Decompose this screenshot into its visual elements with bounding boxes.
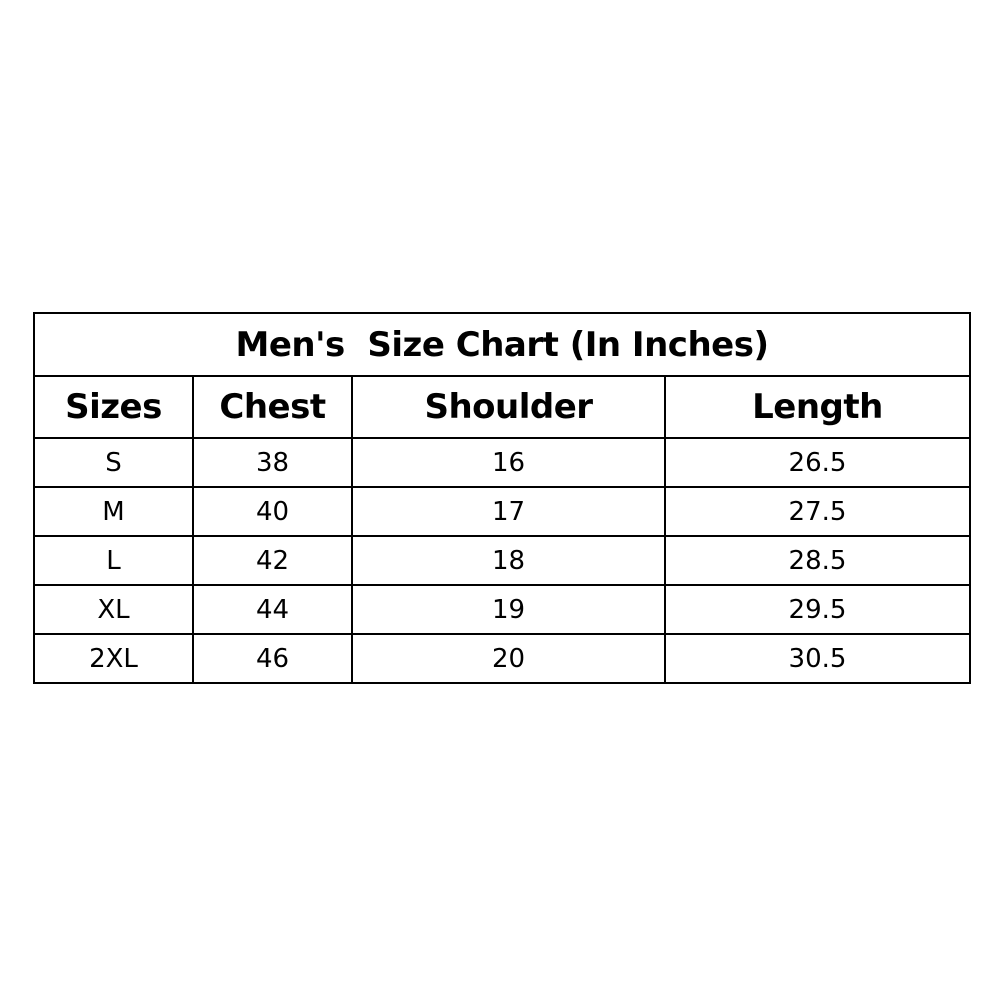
cell-chest: 46 — [192, 633, 353, 684]
cell-size: L — [33, 535, 194, 586]
cell-shoulder: 18 — [351, 535, 666, 586]
cell-size: M — [33, 486, 194, 537]
table-row: XL 44 19 29.5 — [33, 584, 971, 635]
cell-length: 27.5 — [664, 486, 971, 537]
cell-chest: 38 — [192, 437, 353, 488]
cell-length: 26.5 — [664, 437, 971, 488]
cell-size: 2XL — [33, 633, 194, 684]
header-length: Length — [664, 375, 971, 439]
cell-length: 28.5 — [664, 535, 971, 586]
cell-chest: 40 — [192, 486, 353, 537]
header-shoulder: Shoulder — [351, 375, 666, 439]
cell-shoulder: 19 — [351, 584, 666, 635]
cell-size: XL — [33, 584, 194, 635]
table-row: 2XL 46 20 30.5 — [33, 633, 971, 684]
size-chart-table: Men's Size Chart (In Inches) Sizes Chest… — [33, 312, 971, 684]
cell-length: 29.5 — [664, 584, 971, 635]
table-row: L 42 18 28.5 — [33, 535, 971, 586]
table-title: Men's Size Chart (In Inches) — [33, 312, 971, 377]
cell-shoulder: 17 — [351, 486, 666, 537]
cell-chest: 44 — [192, 584, 353, 635]
header-chest: Chest — [192, 375, 353, 439]
cell-shoulder: 20 — [351, 633, 666, 684]
table-row: M 40 17 27.5 — [33, 486, 971, 537]
cell-chest: 42 — [192, 535, 353, 586]
cell-size: S — [33, 437, 194, 488]
cell-shoulder: 16 — [351, 437, 666, 488]
table-row: S 38 16 26.5 — [33, 437, 971, 488]
cell-length: 30.5 — [664, 633, 971, 684]
header-sizes: Sizes — [33, 375, 194, 439]
table-body: S 38 16 26.5 M 40 17 27.5 L 42 18 28.5 XL 44 19 29.5 2XL… — [33, 437, 971, 684]
